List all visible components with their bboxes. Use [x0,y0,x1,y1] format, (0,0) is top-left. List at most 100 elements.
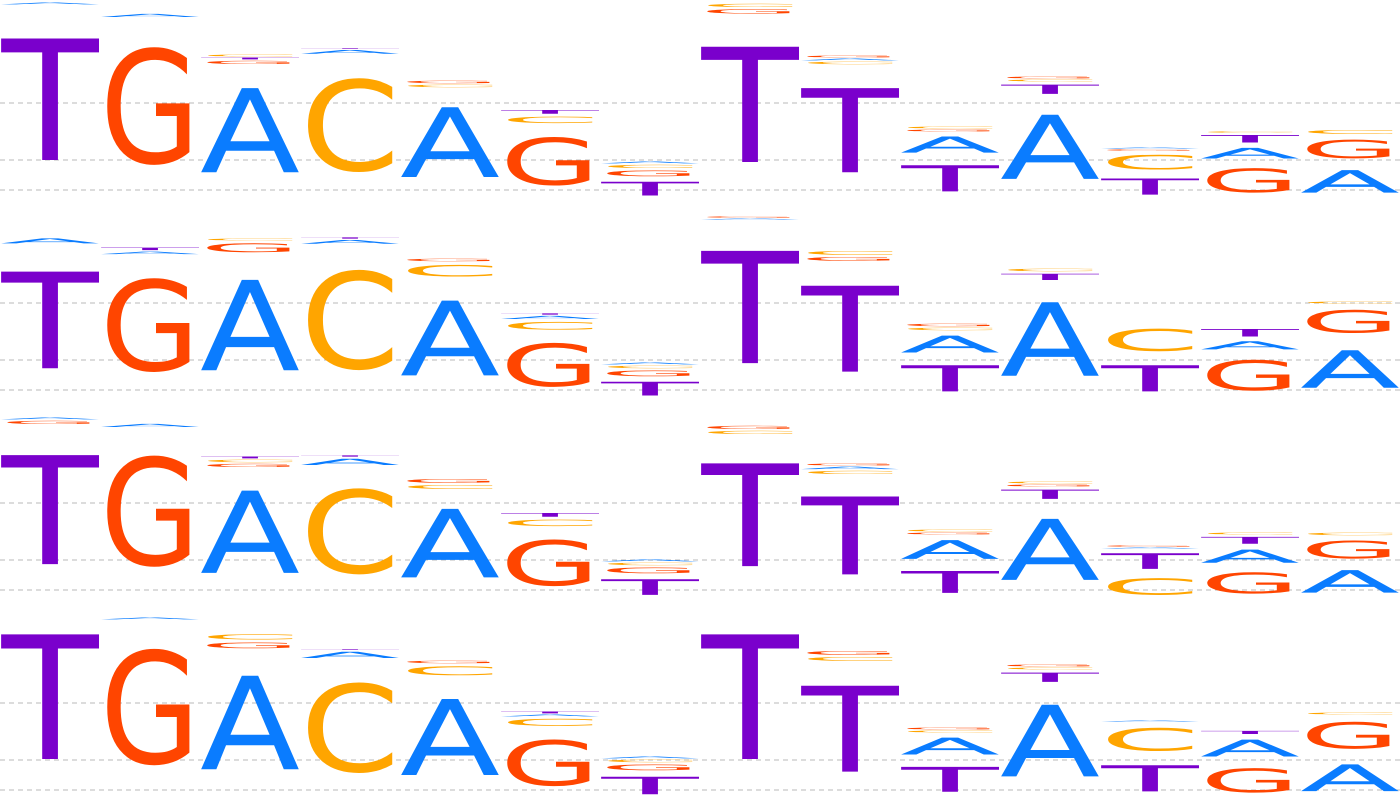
logo-letter-c: C [900,126,1000,129]
logo-letter-c: C [400,84,500,88]
logo-letter-t: T [701,220,800,399]
logo-letter-a: A [100,13,200,18]
logo-letter-c: C [600,759,700,763]
logo-letter-t: T [300,48,399,49]
logo-letter-t: T [1100,174,1199,200]
logo-letter-a: A [1000,282,1100,400]
logo-letter-t: T [600,378,700,400]
logo-letter-c: C [1200,532,1300,535]
logo-letter-a: A [300,49,400,55]
logo-letter-c: C [800,250,900,256]
logo-letter-t: T [600,178,700,200]
logo-letter-g: G [900,727,1000,730]
logo-letter-a: A [900,132,1000,158]
logo-letter-c: C [1000,268,1100,272]
logo-letter-a: A [800,466,900,470]
logo-letter-c: C [1200,131,1300,133]
logo-letter-a: A [1300,757,1400,800]
logo-letter-c: C [1000,481,1100,484]
logo-letter-g: G [200,241,300,255]
logo-letter-c: C [700,3,800,8]
logo-letter-t: T [1,246,100,400]
logo-letter-c: C [400,262,500,280]
logo-letter-g: G [600,369,700,378]
logo-letter-g: G [600,566,700,575]
logo-letter-t: T [1100,758,1199,800]
logo-letter-a: A [1200,735,1300,762]
logo-letter-t: T [1000,272,1099,282]
logo-letter-t: T [500,711,599,714]
logo-letter-c: C [400,484,500,490]
logo-letter-c: C [800,61,900,65]
logo-letter-c: C [1300,129,1400,135]
logo-letter-c: C [1000,667,1100,670]
logo-letter-t: T [300,237,399,239]
logo-letter-t: T [100,247,199,251]
logo-letter-c: C [300,245,400,400]
logo-letter-a: A [300,457,400,467]
logo-letter-g: G [600,763,700,772]
logo-letter-t: T [1000,82,1100,97]
logo-letter-a: A [1200,546,1300,567]
logo-letter-g: G [900,532,1000,535]
logo-letter-a: A [100,617,200,620]
logo-letter-g: G [700,8,800,15]
logo-letter-c: C [500,320,600,332]
logo-letter-c: C [300,662,400,800]
logo-letter-a: A [1300,564,1400,600]
logo-letter-t: T [1200,133,1300,145]
logo-letter-a: A [600,756,700,759]
logo-letter-g: G [500,332,600,400]
logo-letter-c: C [300,468,400,600]
logo-letter-c: C [1300,301,1400,304]
logo-letter-t: T [900,760,1000,800]
logo-letter-g: G [0,420,100,425]
logo-letter-c: C [400,664,500,678]
logo-letter-a: A [600,161,700,164]
logo-letter-g: G [1200,567,1300,600]
logo-letter-c: C [500,518,600,528]
logo-letter-a: A [1300,340,1400,400]
logo-letter-g: G [800,463,900,466]
logo-letter-g: G [200,641,300,650]
logo-letter-t: T [200,456,299,459]
logo-letter-g: G [800,256,900,262]
logo-letter-a: A [1000,98,1100,200]
logo-letter-g: G [400,660,500,664]
logo-letter-g: G [1000,664,1100,667]
logo-letter-c: C [200,459,300,463]
logo-letter-t: T [701,16,800,200]
logo-letter-g: G [100,18,200,200]
logo-letter-g: G [200,60,300,65]
logo-letter-a: A [0,417,100,420]
logo-letter-g: G [1300,304,1400,340]
logo-letter-a: A [700,218,800,220]
logo-letter-c: C [500,717,600,728]
logo-letter-c: C [700,430,800,435]
logo-letter-t: T [300,649,399,650]
logo-letter-t: T [1,426,100,600]
logo-letter-g: G [1200,352,1300,400]
logo-letter-t: T [800,65,900,200]
logo-letter-a: A [200,255,300,400]
logo-letter-g: G [1300,135,1400,164]
logo-letter-t: T [500,109,599,115]
logo-letter-g: G [400,478,500,484]
logo-letter-c: C [1300,712,1400,715]
logo-letter-t: T [800,662,899,799]
logo-letter-c: C [1100,574,1200,600]
logo-letter-g: G [400,258,500,262]
logo-letter-c: C [800,656,900,662]
logo-letter-g: G [1200,163,1300,201]
logo-letter-a: A [800,58,900,61]
logo-letter-t: T [1,6,100,200]
logo-letter-a: A [900,733,1000,760]
logo-letter-g: G [200,463,300,468]
logo-letter-g: G [800,55,900,58]
logo-letter-g: G [500,528,600,600]
logo-letter-c: C [600,562,700,566]
logo-letter-a: A [500,315,600,320]
logo-letter-g: G [1300,715,1400,757]
